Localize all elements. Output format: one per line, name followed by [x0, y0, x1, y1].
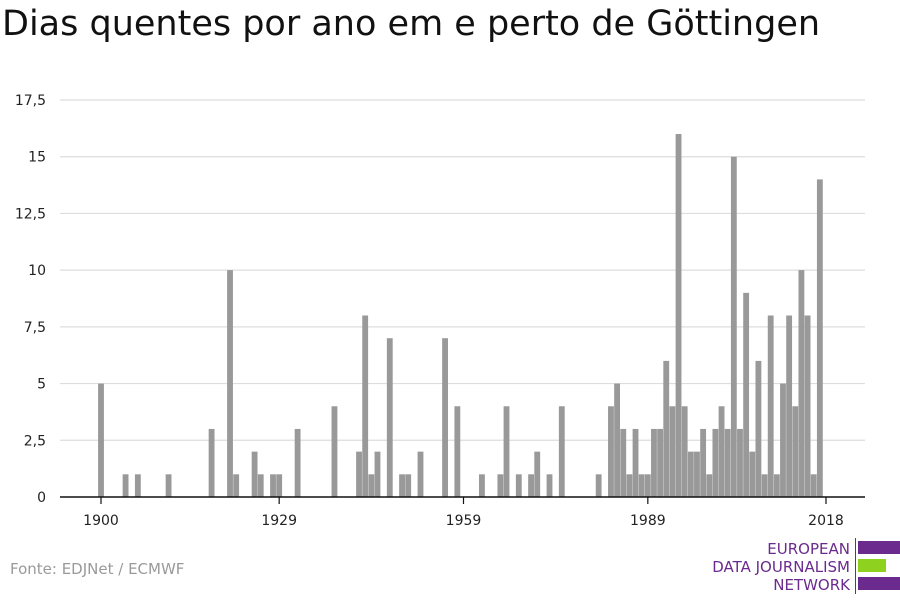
bar-1932: [294, 428, 301, 497]
bar-1983: [608, 406, 614, 497]
y-axis-ticks: 0 2,5 5 7,5 10 12,5 15 17,5: [15, 93, 46, 506]
bar-1947: [386, 338, 393, 497]
bar-1925: [251, 451, 258, 497]
bar-1973: [546, 474, 553, 497]
x-tick-label: 1989: [630, 513, 666, 529]
bar-1911: [165, 474, 172, 497]
bar-1993: [669, 406, 676, 497]
bar-2015: [804, 315, 811, 497]
bar-1975: [558, 406, 565, 497]
bar-2005: [743, 292, 750, 497]
bar-1918: [208, 428, 215, 497]
bar-1928: [270, 474, 276, 497]
bar-1998: [700, 428, 707, 497]
bar-1945: [374, 451, 381, 497]
logo-bar-top: [858, 541, 900, 554]
bar-2010: [773, 474, 780, 497]
y-tick-label: 0: [37, 490, 46, 506]
bar-2011: [780, 383, 786, 497]
bar-2004: [737, 428, 743, 497]
bar-1904: [122, 474, 129, 497]
bar-2003: [730, 156, 737, 497]
bar-2012: [786, 315, 793, 497]
bar-1929: [276, 474, 283, 497]
x-tick-label: 1929: [261, 513, 297, 529]
bar-1997: [694, 451, 700, 497]
x-tick-label: 1959: [446, 513, 482, 529]
bar-1968: [515, 474, 522, 497]
bar-1984: [614, 383, 621, 497]
y-tick-label: 7,5: [24, 320, 46, 336]
x-axis-ticks: 1900 1929 1959 1989 2018: [83, 497, 844, 529]
bar-2000: [712, 428, 719, 497]
bar-1991: [657, 428, 664, 497]
bar-1999: [706, 474, 713, 497]
chart-title: Dias quentes por ano em e perto de Götti…: [2, 4, 821, 44]
bar-2009: [767, 315, 774, 497]
y-tick-label: 12,5: [15, 206, 46, 222]
bar-1949: [399, 474, 405, 497]
y-tick-label: 2,5: [24, 433, 46, 449]
bars: [98, 134, 823, 497]
bar-1994: [675, 134, 682, 497]
bar-1987: [632, 428, 639, 497]
y-tick-label: 5: [37, 377, 46, 393]
bar-1966: [503, 406, 510, 497]
y-tick-label: 15: [28, 150, 46, 166]
x-tick-label: 1900: [83, 513, 119, 529]
logo-divider: [855, 538, 856, 594]
bar-1938: [331, 406, 338, 497]
bar-1900: [98, 383, 104, 497]
logo-line-network: NETWORK: [773, 576, 850, 594]
bar-1971: [534, 451, 541, 497]
bar-2013: [792, 406, 799, 497]
bar-1989: [644, 474, 651, 497]
y-tick-label: 10: [28, 263, 46, 279]
bar-1926: [257, 474, 264, 497]
bar-1950: [405, 474, 412, 497]
logo-bar-middle: [858, 559, 886, 572]
bar-1992: [663, 360, 670, 497]
bar-1962: [479, 474, 485, 497]
x-tick-label: 2018: [808, 513, 844, 529]
bar-1956: [442, 338, 448, 497]
bar-1986: [626, 474, 633, 497]
grid-lines: [60, 99, 865, 441]
source-note: Fonte: EDJNet / ECMWF: [10, 560, 185, 578]
bar-2017: [816, 179, 823, 497]
bar-2008: [761, 474, 768, 497]
bar-2016: [810, 474, 817, 497]
bar-1906: [134, 474, 141, 497]
bar-1922: [233, 474, 240, 497]
logo-line-data-journalism: DATA JOURNALISM: [712, 558, 850, 576]
bar-1944: [368, 474, 375, 497]
bar-2006: [749, 451, 756, 497]
bar-1952: [417, 451, 424, 497]
bar-2014: [798, 270, 805, 497]
bar-1988: [638, 474, 645, 497]
bar-1921: [227, 270, 233, 497]
edjnet-logo: EUROPEAN DATA JOURNALISM NETWORK: [690, 538, 900, 594]
bar-1943: [362, 315, 369, 497]
logo-line-european: EUROPEAN: [767, 540, 850, 558]
bar-2007: [755, 360, 762, 497]
bar-1965: [497, 474, 504, 497]
bar-1985: [620, 428, 627, 497]
bar-1958: [454, 406, 461, 497]
bar-1942: [356, 451, 362, 497]
y-tick-label: 17,5: [15, 93, 46, 109]
bar-1990: [651, 428, 657, 497]
bar-2001: [718, 406, 725, 497]
bar-1996: [687, 451, 694, 497]
bar-2002: [724, 428, 731, 497]
bar-1995: [681, 406, 688, 497]
logo-bar-bottom: [858, 577, 900, 590]
bar-1970: [528, 474, 534, 497]
bar-1981: [595, 474, 602, 497]
